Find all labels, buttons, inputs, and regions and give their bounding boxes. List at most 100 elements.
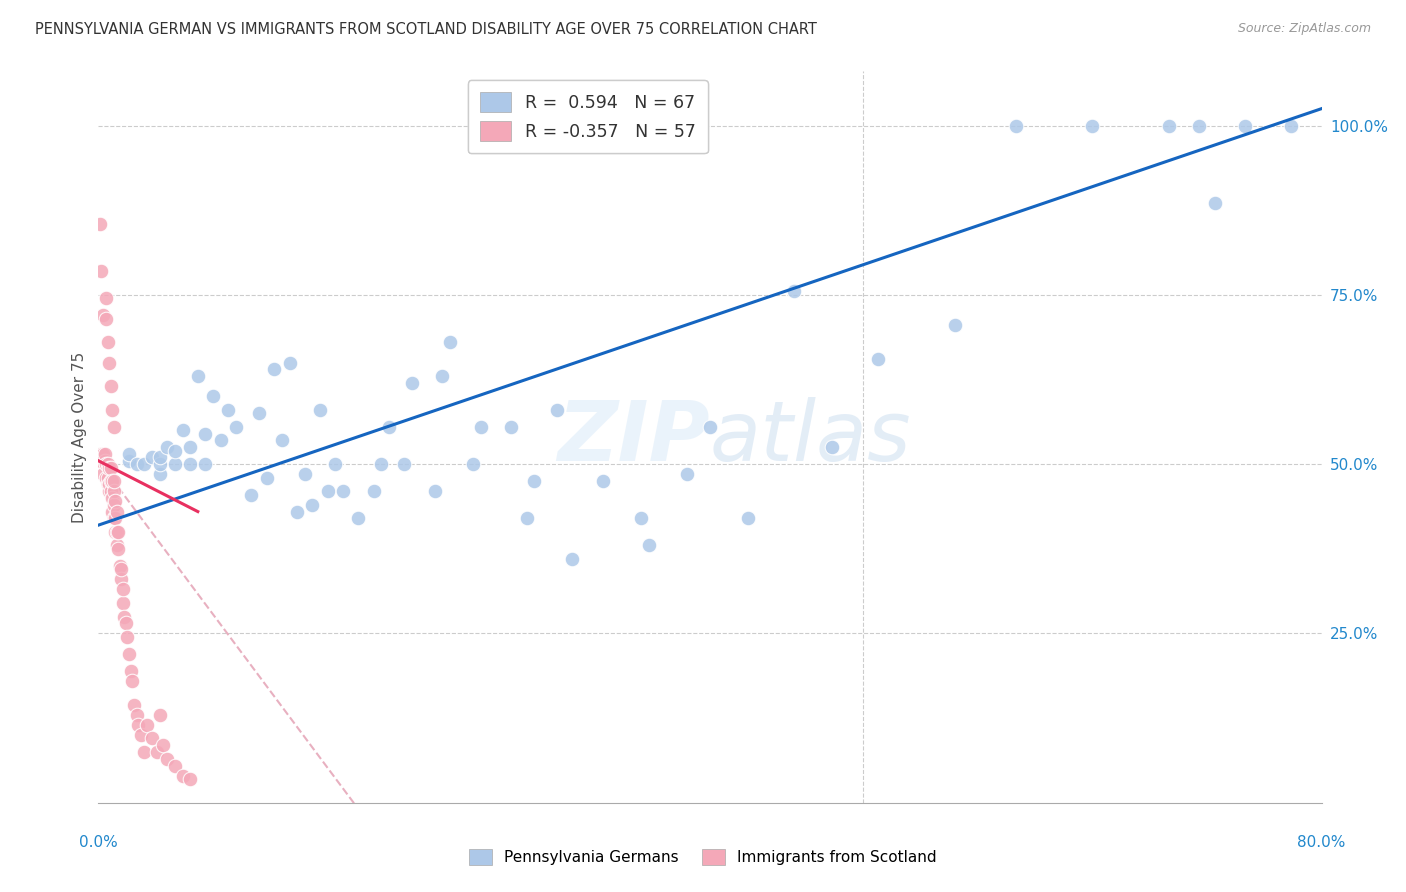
Point — [423, 484, 446, 499]
Point — [363, 484, 385, 499]
Text: PENNSYLVANIA GERMAN VS IMMIGRANTS FROM SCOTLAND DISABILITY AGE OVER 75 CORRELATI: PENNSYLVANIA GERMAN VS IMMIGRANTS FROM S… — [35, 22, 817, 37]
Point — [98, 460, 121, 475]
Point — [737, 511, 759, 525]
Point — [94, 291, 117, 305]
Point — [97, 471, 120, 485]
Point — [523, 474, 546, 488]
Point — [783, 285, 806, 299]
Point — [163, 443, 186, 458]
Point — [127, 718, 149, 732]
Point — [112, 609, 135, 624]
Point — [121, 673, 143, 688]
Point — [108, 558, 131, 573]
Point — [91, 467, 114, 482]
Point — [868, 352, 890, 367]
Point — [1157, 119, 1180, 133]
Point — [278, 355, 301, 369]
Point — [163, 758, 186, 772]
Point — [699, 420, 721, 434]
Point — [1234, 119, 1257, 133]
Point — [125, 457, 148, 471]
Point — [100, 379, 122, 393]
Point — [546, 403, 568, 417]
Point — [325, 457, 347, 471]
Point — [301, 498, 323, 512]
Point — [172, 769, 194, 783]
Point — [202, 389, 225, 403]
Point — [110, 562, 132, 576]
Point — [98, 484, 121, 499]
Point — [98, 355, 121, 369]
Point — [163, 457, 186, 471]
Point — [194, 457, 217, 471]
Point — [461, 457, 484, 471]
Point — [1081, 119, 1104, 133]
Point — [179, 457, 201, 471]
Point — [90, 447, 112, 461]
Text: Source: ZipAtlas.com: Source: ZipAtlas.com — [1237, 22, 1371, 36]
Text: 0.0%: 0.0% — [79, 836, 118, 850]
Point — [120, 664, 142, 678]
Point — [516, 511, 538, 525]
Point — [145, 745, 167, 759]
Point — [90, 264, 112, 278]
Point — [256, 471, 278, 485]
Point — [285, 505, 308, 519]
Point — [115, 616, 138, 631]
Point — [93, 454, 115, 468]
Point — [104, 494, 127, 508]
Point — [172, 423, 194, 437]
Point — [270, 434, 292, 448]
Point — [1188, 119, 1211, 133]
Point — [104, 524, 127, 539]
Point — [104, 511, 127, 525]
Point — [125, 707, 148, 722]
Point — [103, 511, 125, 525]
Point — [100, 460, 122, 475]
Point — [347, 511, 370, 525]
Point — [432, 369, 454, 384]
Point — [118, 447, 141, 461]
Point — [134, 457, 156, 471]
Point — [179, 440, 201, 454]
Point — [156, 752, 179, 766]
Point — [187, 369, 209, 384]
Point — [91, 308, 114, 322]
Text: ZIP: ZIP — [557, 397, 710, 477]
Point — [561, 552, 583, 566]
Point — [97, 477, 120, 491]
Point — [111, 596, 134, 610]
Point — [103, 484, 125, 499]
Point — [470, 420, 492, 434]
Point — [217, 403, 239, 417]
Point — [152, 738, 174, 752]
Point — [89, 217, 111, 231]
Point — [225, 420, 247, 434]
Point — [101, 505, 124, 519]
Point — [141, 450, 163, 465]
Point — [94, 471, 117, 485]
Point — [821, 440, 844, 454]
Point — [247, 406, 270, 420]
Point — [134, 745, 156, 759]
Point — [105, 505, 128, 519]
Point — [209, 434, 232, 448]
Text: atlas: atlas — [710, 397, 911, 477]
Point — [129, 728, 152, 742]
Point — [103, 420, 125, 434]
Point — [676, 467, 699, 482]
Point — [1279, 119, 1302, 133]
Point — [149, 707, 172, 722]
Point — [592, 474, 614, 488]
Point — [294, 467, 316, 482]
Point — [117, 630, 139, 644]
Point — [100, 484, 122, 499]
Point — [1204, 196, 1226, 211]
Legend: Pennsylvania Germans, Immigrants from Scotland: Pennsylvania Germans, Immigrants from Sc… — [463, 843, 943, 871]
Point — [240, 488, 263, 502]
Point — [107, 541, 129, 556]
Point — [439, 335, 461, 350]
Point — [179, 772, 201, 786]
Point — [103, 498, 125, 512]
Point — [101, 491, 124, 505]
